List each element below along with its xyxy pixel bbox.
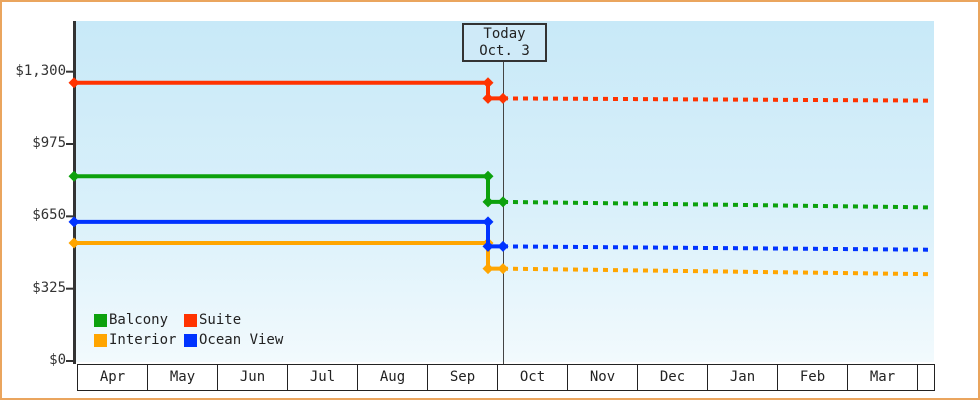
legend-item-ocean-view: Ocean View: [184, 332, 284, 348]
month-cell-jul: Jul: [287, 364, 358, 391]
month-cell-dec: Dec: [637, 364, 708, 391]
today-annotation-box: Today Oct. 3: [462, 23, 547, 62]
month-cell-apr: Apr: [77, 364, 148, 391]
y-axis-tick-label: $0: [49, 352, 66, 368]
y-axis-tick-label: $975: [32, 135, 66, 151]
y-axis-tick-label: $325: [32, 279, 66, 296]
month-cell-jun: Jun: [217, 364, 288, 391]
legend-label-interior: Interior: [109, 332, 177, 348]
today-annotation-line2: Oct. 3: [479, 43, 530, 59]
legend-swatch-ocean-view: [184, 333, 197, 347]
plot-background: [76, 21, 934, 362]
legend-item-suite: Suite: [184, 312, 283, 328]
month-cell-may: May: [147, 364, 218, 391]
month-cell-aug: Aug: [357, 364, 428, 391]
month-cell-empty: [917, 364, 935, 391]
month-cell-nov: Nov: [567, 364, 638, 391]
chart-legend: Balcony Suite Interior Ocean View: [94, 312, 284, 348]
legend-item-balcony: Balcony: [94, 312, 184, 328]
legend-label-ocean-view: Ocean View: [199, 332, 284, 348]
legend-swatch-interior: [94, 333, 107, 347]
today-annotation-line1: Today: [483, 26, 526, 42]
legend-label-suite: Suite: [199, 312, 242, 328]
month-cell-oct: Oct: [497, 364, 568, 391]
today-vertical-line: [503, 61, 504, 364]
legend-item-interior: Interior: [94, 332, 184, 348]
month-cell-mar: Mar: [847, 364, 918, 391]
y-axis-tick-label: $1,300: [15, 62, 66, 79]
legend-swatch-balcony: [94, 313, 107, 327]
legend-label-balcony: Balcony: [109, 312, 169, 328]
legend-swatch-suite: [184, 313, 197, 327]
month-cell-jan: Jan: [707, 364, 778, 391]
month-cell-feb: Feb: [777, 364, 848, 391]
month-cell-sep: Sep: [427, 364, 498, 391]
y-axis-tick-label: $650: [32, 207, 66, 224]
